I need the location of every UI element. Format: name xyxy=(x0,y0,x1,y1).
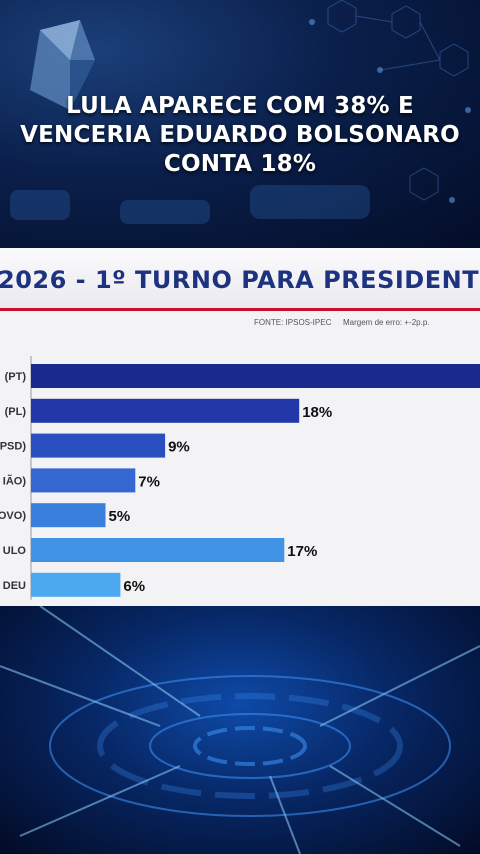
value-label: 6% xyxy=(123,578,145,595)
bar-5 xyxy=(31,538,285,562)
headline-line-1: LULA APARECE COM 38% E xyxy=(66,93,414,119)
bottom-background xyxy=(0,606,480,854)
category-label: IÃO) xyxy=(3,474,27,487)
category-label: DEU xyxy=(3,580,26,592)
headline: LULA APARECE COM 38% E VENCERIA EDUARDO … xyxy=(0,92,480,179)
category-label: OVO) xyxy=(0,510,26,522)
chart-margin-of-error: Margem de erro: +-2p.p. xyxy=(343,318,430,327)
value-label: 17% xyxy=(287,543,317,560)
chart-title-bar: 2026 - 1º TURNO PARA PRESIDENTE xyxy=(0,248,480,311)
bar-chart: (PT) (PL) 18% PSD) 9% IÃO) 7% OVO) 5% ULO 17% DEU 6% xyxy=(0,356,480,600)
bar-6 xyxy=(31,572,121,597)
chart-title: 2026 - 1º TURNO PARA PRESIDENTE xyxy=(0,266,480,294)
category-label: ULO xyxy=(3,545,27,557)
headline-line-2: VENCERIA EDUARDO BOLSONARO xyxy=(20,122,460,148)
value-label: 7% xyxy=(138,473,160,490)
bar-4 xyxy=(31,503,106,528)
chart-source: FONTE: IPSOS-IPEC xyxy=(254,318,332,327)
value-label: 9% xyxy=(168,439,190,456)
bar-1 xyxy=(31,398,300,423)
headline-line-3: CONTA 18% xyxy=(163,151,317,177)
value-label: 18% xyxy=(302,404,332,421)
bar-2 xyxy=(31,433,166,458)
category-label: (PL) xyxy=(5,406,27,418)
hex-network-decoration xyxy=(10,0,471,224)
bar-0 xyxy=(31,364,480,388)
tech-rings-decoration xyxy=(0,606,480,854)
bar-3 xyxy=(31,468,136,493)
category-label: PSD) xyxy=(0,441,26,453)
value-label: 5% xyxy=(109,508,131,525)
top-background xyxy=(0,0,480,248)
category-label: (PT) xyxy=(5,371,27,383)
